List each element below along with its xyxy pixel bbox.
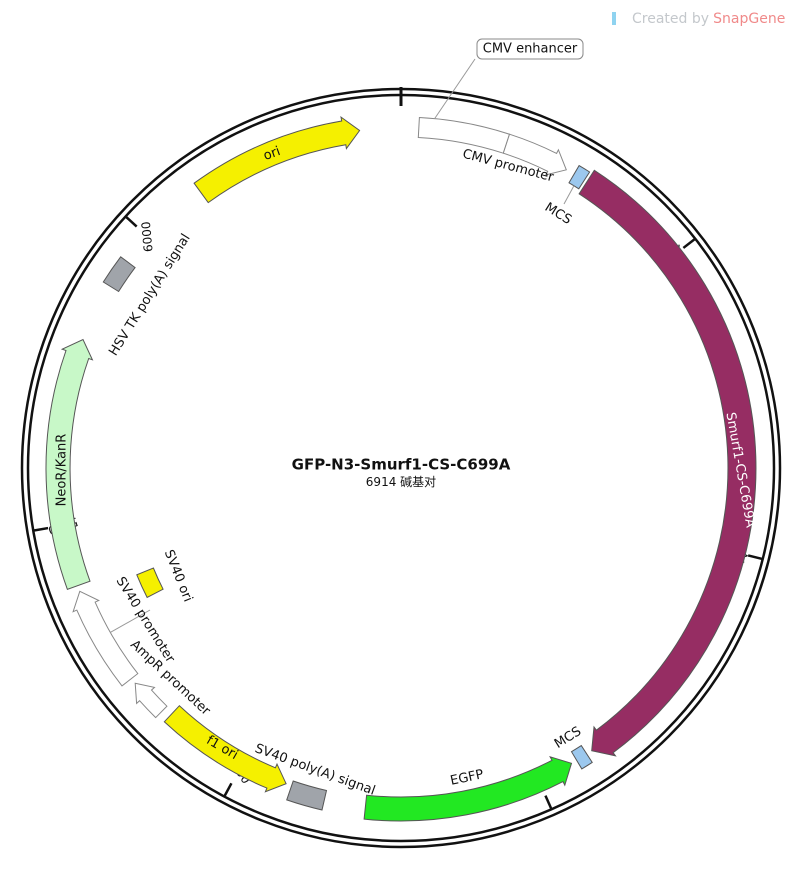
feature-label: CMV enhancer (483, 42, 578, 57)
feature (102, 256, 136, 293)
tick-label: 6000 (139, 221, 156, 253)
leader-line (563, 185, 575, 205)
feature (286, 780, 328, 811)
watermark-prefix: Created by (632, 11, 709, 27)
feature-label: SV40 ori (161, 548, 195, 604)
feature (193, 115, 361, 204)
feature (363, 755, 573, 822)
tick-mark (682, 237, 696, 249)
feature (72, 590, 139, 687)
length-unit: 碱基对 (400, 475, 436, 489)
logo-mark (612, 12, 616, 25)
leader-line (434, 58, 476, 119)
feature (568, 164, 591, 190)
tick-mark (747, 554, 764, 561)
leader-line (110, 609, 151, 633)
feature-label: ori (261, 144, 282, 164)
tick-mark (124, 215, 138, 228)
feature-label: NeoR/KanR (55, 434, 70, 507)
tick-mark (544, 795, 553, 810)
plasmid-name: GFP-N3-Smurf1-CS-C699A (292, 456, 511, 474)
feature (502, 133, 567, 176)
length: 6914 (366, 475, 397, 489)
feature (134, 682, 168, 719)
feature (45, 338, 94, 591)
feature-label: MCS (542, 200, 574, 228)
feature-label: EGFP (449, 767, 485, 789)
label-box (476, 38, 584, 60)
plasmid-size: 6914 碱基对 (366, 475, 436, 489)
watermark-brand: SnapGene (713, 11, 785, 27)
feature (570, 744, 593, 770)
watermark: Created by SnapGene (632, 11, 785, 27)
feature (136, 567, 164, 599)
tick-mark (223, 782, 233, 798)
feature (578, 169, 757, 757)
tick-mark (33, 526, 49, 532)
feature (163, 704, 287, 793)
